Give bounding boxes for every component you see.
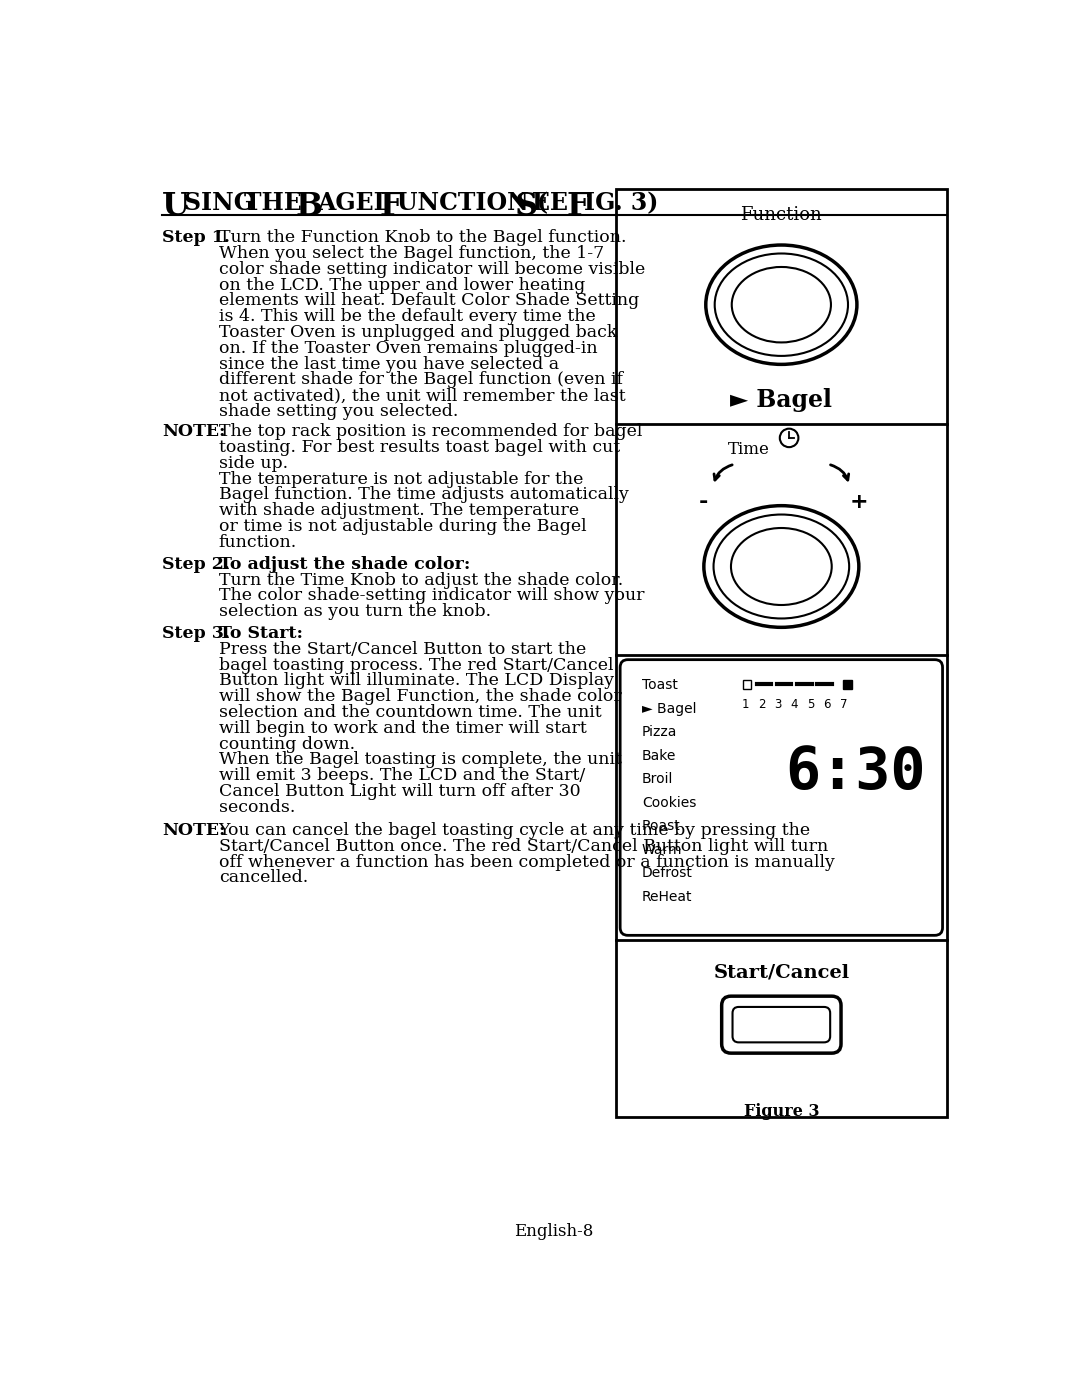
Text: Defrost: Defrost: [642, 866, 692, 880]
Text: Time: Time: [728, 441, 770, 458]
Text: IG. 3): IG. 3): [584, 191, 659, 215]
Text: with shade adjustment. The temperature: with shade adjustment. The temperature: [218, 502, 579, 520]
Text: You can cancel the bagel toasting cycle at any time by pressing the: You can cancel the bagel toasting cycle …: [218, 823, 811, 840]
Ellipse shape: [732, 267, 831, 342]
Text: selection as you turn the knob.: selection as you turn the knob.: [218, 604, 490, 620]
Text: SING: SING: [184, 191, 262, 215]
Bar: [616, 189, 947, 1118]
Text: Cancel Button Light will turn off after 30: Cancel Button Light will turn off after …: [218, 782, 580, 800]
Bar: [743, 680, 751, 689]
Text: not activated), the unit will remember the last: not activated), the unit will remember t…: [218, 387, 625, 404]
Text: F: F: [380, 191, 403, 222]
Text: selection and the countdown time. The unit: selection and the countdown time. The un…: [218, 704, 602, 721]
Text: color shade setting indicator will become visible: color shade setting indicator will becom…: [218, 261, 645, 278]
Ellipse shape: [731, 528, 832, 605]
Text: cancelled.: cancelled.: [218, 869, 308, 887]
Text: Step 3.: Step 3.: [162, 624, 230, 643]
Ellipse shape: [714, 514, 849, 619]
Ellipse shape: [715, 253, 848, 356]
Text: NOTE:: NOTE:: [162, 423, 226, 440]
Text: ► Bagel: ► Bagel: [642, 701, 697, 715]
Text: NOTE:: NOTE:: [162, 823, 226, 840]
Text: The top rack position is recommended for bagel: The top rack position is recommended for…: [218, 423, 643, 440]
Text: will begin to work and the timer will start: will begin to work and the timer will st…: [218, 719, 586, 736]
Text: Press the Start/Cancel Button to start the: Press the Start/Cancel Button to start t…: [218, 641, 586, 658]
Text: will emit 3 beeps. The LCD and the Start/: will emit 3 beeps. The LCD and the Start…: [218, 767, 585, 784]
Text: shade setting you selected.: shade setting you selected.: [218, 402, 458, 420]
FancyBboxPatch shape: [732, 1007, 831, 1042]
Text: S: S: [514, 191, 538, 222]
Text: Bagel function. The time adjusts automatically: Bagel function. The time adjusts automat…: [218, 486, 629, 503]
Text: off whenever a function has been completed or a function is manually: off whenever a function has been complet…: [218, 854, 835, 870]
Text: Warm: Warm: [642, 842, 683, 856]
Text: THE: THE: [244, 191, 311, 215]
Text: since the last time you have selected a: since the last time you have selected a: [218, 355, 558, 373]
Text: EE: EE: [532, 191, 577, 215]
Ellipse shape: [706, 244, 856, 365]
Text: toasting. For best results toast bagel with cut: toasting. For best results toast bagel w…: [218, 439, 620, 455]
Text: The temperature is not adjustable for the: The temperature is not adjustable for th…: [218, 471, 583, 488]
Text: When you select the Bagel function, the 1-7: When you select the Bagel function, the …: [218, 244, 604, 263]
Text: When the Bagel toasting is complete, the unit: When the Bagel toasting is complete, the…: [218, 752, 622, 768]
Text: ► Bagel: ► Bagel: [730, 388, 833, 412]
Ellipse shape: [704, 506, 859, 627]
Text: Button light will illuminate. The LCD Display: Button light will illuminate. The LCD Di…: [218, 672, 613, 689]
Text: side up.: side up.: [218, 455, 288, 472]
Text: 3: 3: [774, 698, 782, 711]
Text: counting down.: counting down.: [218, 735, 355, 753]
Text: bagel toasting process. The red Start/Cancel: bagel toasting process. The red Start/Ca…: [218, 657, 613, 673]
Text: Turn the Time Knob to adjust the shade color.: Turn the Time Knob to adjust the shade c…: [218, 571, 623, 588]
Text: The color shade-setting indicator will show your: The color shade-setting indicator will s…: [218, 587, 644, 605]
Text: 6: 6: [823, 698, 831, 711]
Text: B: B: [296, 191, 323, 222]
Text: English-8: English-8: [514, 1222, 593, 1239]
Text: on the LCD. The upper and lower heating: on the LCD. The upper and lower heating: [218, 277, 585, 293]
Text: To adjust the shade color:: To adjust the shade color:: [218, 556, 470, 573]
Text: Step 2.: Step 2.: [162, 556, 230, 573]
Text: UNCTION (: UNCTION (: [397, 191, 549, 215]
Text: 4: 4: [791, 698, 798, 711]
Text: 7: 7: [839, 698, 847, 711]
Text: different shade for the Bagel function (even if: different shade for the Bagel function (…: [218, 372, 623, 388]
Text: Cookies: Cookies: [642, 795, 697, 810]
Text: 2: 2: [758, 698, 766, 711]
Text: ReHeat: ReHeat: [642, 890, 692, 904]
Text: 5: 5: [807, 698, 814, 711]
Text: Pizza: Pizza: [642, 725, 677, 739]
Text: To Start:: To Start:: [218, 624, 302, 643]
FancyBboxPatch shape: [721, 996, 841, 1053]
Text: U: U: [162, 191, 190, 222]
FancyBboxPatch shape: [620, 659, 943, 936]
Text: 6:30: 6:30: [785, 745, 926, 802]
Text: Roast: Roast: [642, 819, 680, 833]
Text: +: +: [850, 492, 868, 511]
Text: function.: function.: [218, 534, 297, 550]
Text: on. If the Toaster Oven remains plugged-in: on. If the Toaster Oven remains plugged-…: [218, 339, 597, 356]
Text: is 4. This will be the default every time the: is 4. This will be the default every tim…: [218, 309, 595, 326]
Text: Figure 3: Figure 3: [744, 1104, 819, 1120]
Text: Start/Cancel Button once. The red Start/Cancel Button light will turn: Start/Cancel Button once. The red Start/…: [218, 838, 828, 855]
Text: Broil: Broil: [642, 773, 673, 787]
Text: will show the Bagel Function, the shade color: will show the Bagel Function, the shade …: [218, 689, 621, 705]
Text: Turn the Function Knob to the Bagel function.: Turn the Function Knob to the Bagel func…: [218, 229, 626, 246]
Text: Step 1.: Step 1.: [162, 229, 230, 246]
Text: Function: Function: [741, 207, 822, 224]
Text: Toaster Oven is unplugged and plugged back: Toaster Oven is unplugged and plugged ba…: [218, 324, 617, 341]
Bar: [843, 680, 852, 689]
Text: seconds.: seconds.: [218, 799, 295, 816]
Text: AGEL: AGEL: [316, 191, 399, 215]
Text: Bake: Bake: [642, 749, 676, 763]
Circle shape: [780, 429, 798, 447]
Text: 1: 1: [742, 698, 750, 711]
Text: elements will heat. Default Color Shade Setting: elements will heat. Default Color Shade …: [218, 292, 639, 309]
Text: Start/Cancel: Start/Cancel: [713, 963, 849, 981]
Text: or time is not adjustable during the Bagel: or time is not adjustable during the Bag…: [218, 518, 586, 535]
Text: -: -: [699, 492, 708, 511]
Text: Toast: Toast: [642, 678, 678, 692]
Text: F: F: [567, 191, 590, 222]
